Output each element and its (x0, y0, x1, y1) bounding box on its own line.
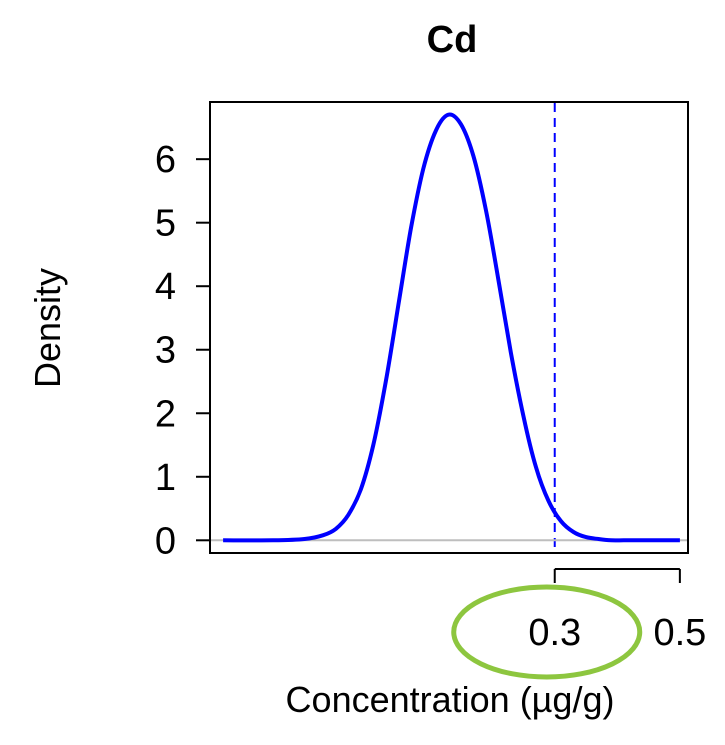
y-tick-label: 0 (155, 520, 176, 562)
y-tick-label: 4 (155, 266, 176, 308)
chart-title: Cd (427, 19, 478, 61)
y-tick-label: 5 (155, 203, 176, 245)
axes: 0 1 2 3 4 5 6 0.3 0.5 (155, 101, 706, 680)
y-axis-label: Density (27, 268, 68, 388)
x-axis-label: Concentration (µg/g) (286, 679, 615, 720)
y-tick-label: 1 (155, 457, 176, 499)
x-tick-label: 0.5 (653, 612, 706, 654)
y-tick-label: 6 (155, 139, 176, 181)
plot-frame (209, 101, 689, 554)
x-tick-label: 0.3 (528, 612, 581, 654)
highlight-ellipse (451, 584, 643, 680)
density-curve (223, 112, 680, 543)
y-tick-label: 2 (155, 393, 176, 435)
plot-area (211, 103, 687, 552)
y-tick-label: 3 (155, 330, 176, 372)
